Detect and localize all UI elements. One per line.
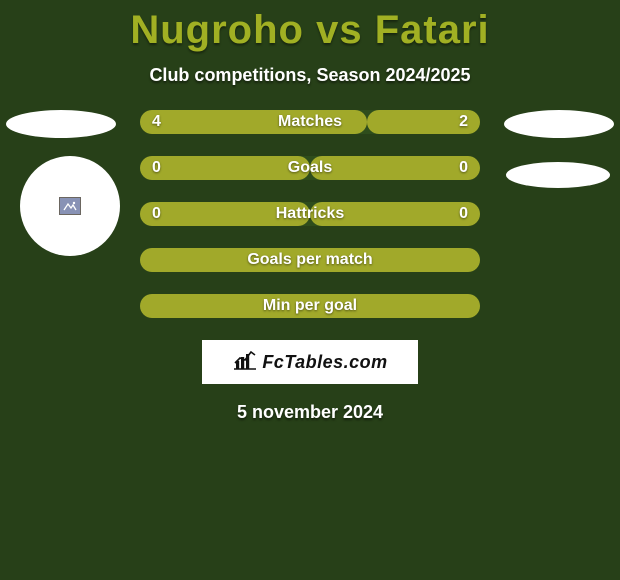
stat-bars: 4 Matches 2 0 Goals 0 0 Hattricks 0 Goal… bbox=[140, 110, 480, 318]
comparison-panel: 4 Matches 2 0 Goals 0 0 Hattricks 0 Goal… bbox=[0, 110, 620, 423]
bar-mpg-label: Min per goal bbox=[140, 294, 480, 318]
decor-ellipse-top-right bbox=[504, 110, 614, 138]
chart-icon bbox=[232, 349, 258, 376]
bar-matches-right-val: 2 bbox=[459, 110, 468, 134]
page-subtitle: Club competitions, Season 2024/2025 bbox=[0, 65, 620, 86]
source-logo: FcTables.com bbox=[202, 340, 418, 384]
footer-date: 5 november 2024 bbox=[0, 402, 620, 423]
decor-ellipse-mid-right bbox=[506, 162, 610, 188]
player-avatar-left bbox=[20, 156, 120, 256]
bar-hattricks-label: Hattricks bbox=[140, 202, 480, 226]
bar-goals-label: Goals bbox=[140, 156, 480, 180]
bar-min-per-goal: Min per goal bbox=[140, 294, 480, 318]
bar-matches: 4 Matches 2 bbox=[140, 110, 480, 134]
bar-gpm-label: Goals per match bbox=[140, 248, 480, 272]
source-logo-text: FcTables.com bbox=[262, 352, 387, 373]
bar-hattricks: 0 Hattricks 0 bbox=[140, 202, 480, 226]
avatar-placeholder-icon bbox=[59, 197, 81, 215]
decor-ellipse-top-left bbox=[6, 110, 116, 138]
bar-matches-label: Matches bbox=[140, 110, 480, 134]
bar-goals: 0 Goals 0 bbox=[140, 156, 480, 180]
bar-goals-per-match: Goals per match bbox=[140, 248, 480, 272]
bar-hattricks-right-val: 0 bbox=[459, 202, 468, 226]
page-title: Nugroho vs Fatari bbox=[0, 0, 620, 53]
bar-goals-right-val: 0 bbox=[459, 156, 468, 180]
